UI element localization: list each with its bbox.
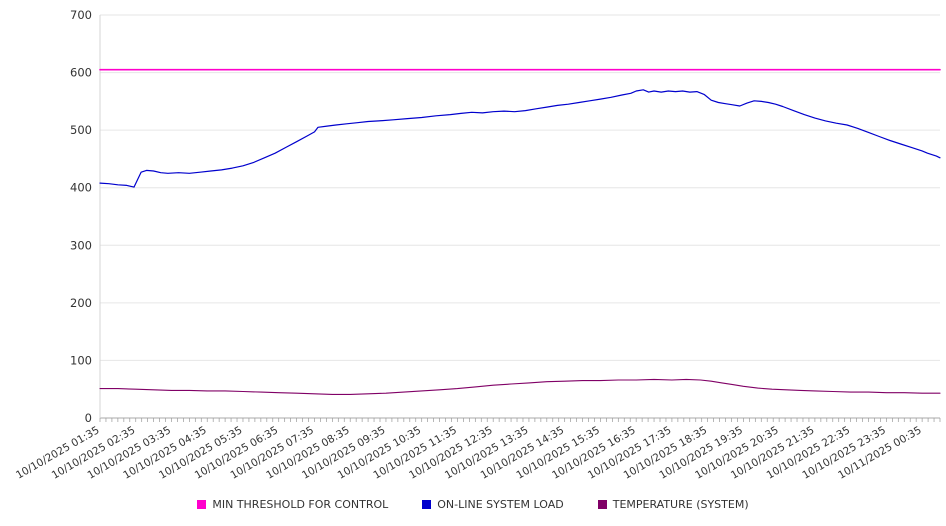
y-axis-label: 100 xyxy=(70,353,92,367)
legend-swatch-temperature-system xyxy=(597,500,607,509)
y-axis-label: 600 xyxy=(70,66,92,80)
chart-legend: MIN THRESHOLD FOR CONTROL ON-LINE SYSTEM … xyxy=(0,498,946,511)
y-axis-label: 700 xyxy=(70,8,92,22)
legend-label: ON-LINE SYSTEM LOAD xyxy=(437,498,564,511)
y-axis-label: 500 xyxy=(70,123,92,137)
y-axis-label: 300 xyxy=(70,238,92,252)
series-line-temperature-system xyxy=(99,378,941,395)
legend-item-on-line-system-load: ON-LINE SYSTEM LOAD xyxy=(422,498,564,511)
series-line-on-line-system-load xyxy=(99,89,941,188)
legend-item-temperature-system: TEMPERATURE (SYSTEM) xyxy=(597,498,749,511)
legend-swatch-min-threshold-for-control xyxy=(197,500,207,509)
legend-item-min-threshold-for-control: MIN THRESHOLD FOR CONTROL xyxy=(197,498,388,511)
y-axis-label: 400 xyxy=(70,181,92,195)
y-axis-label: 200 xyxy=(70,296,92,310)
y-axis-label: 0 xyxy=(85,411,92,425)
legend-label: MIN THRESHOLD FOR CONTROL xyxy=(212,498,389,511)
legend-swatch-on-line-system-load xyxy=(422,500,432,509)
legend-label: TEMPERATURE (SYSTEM) xyxy=(612,498,749,511)
